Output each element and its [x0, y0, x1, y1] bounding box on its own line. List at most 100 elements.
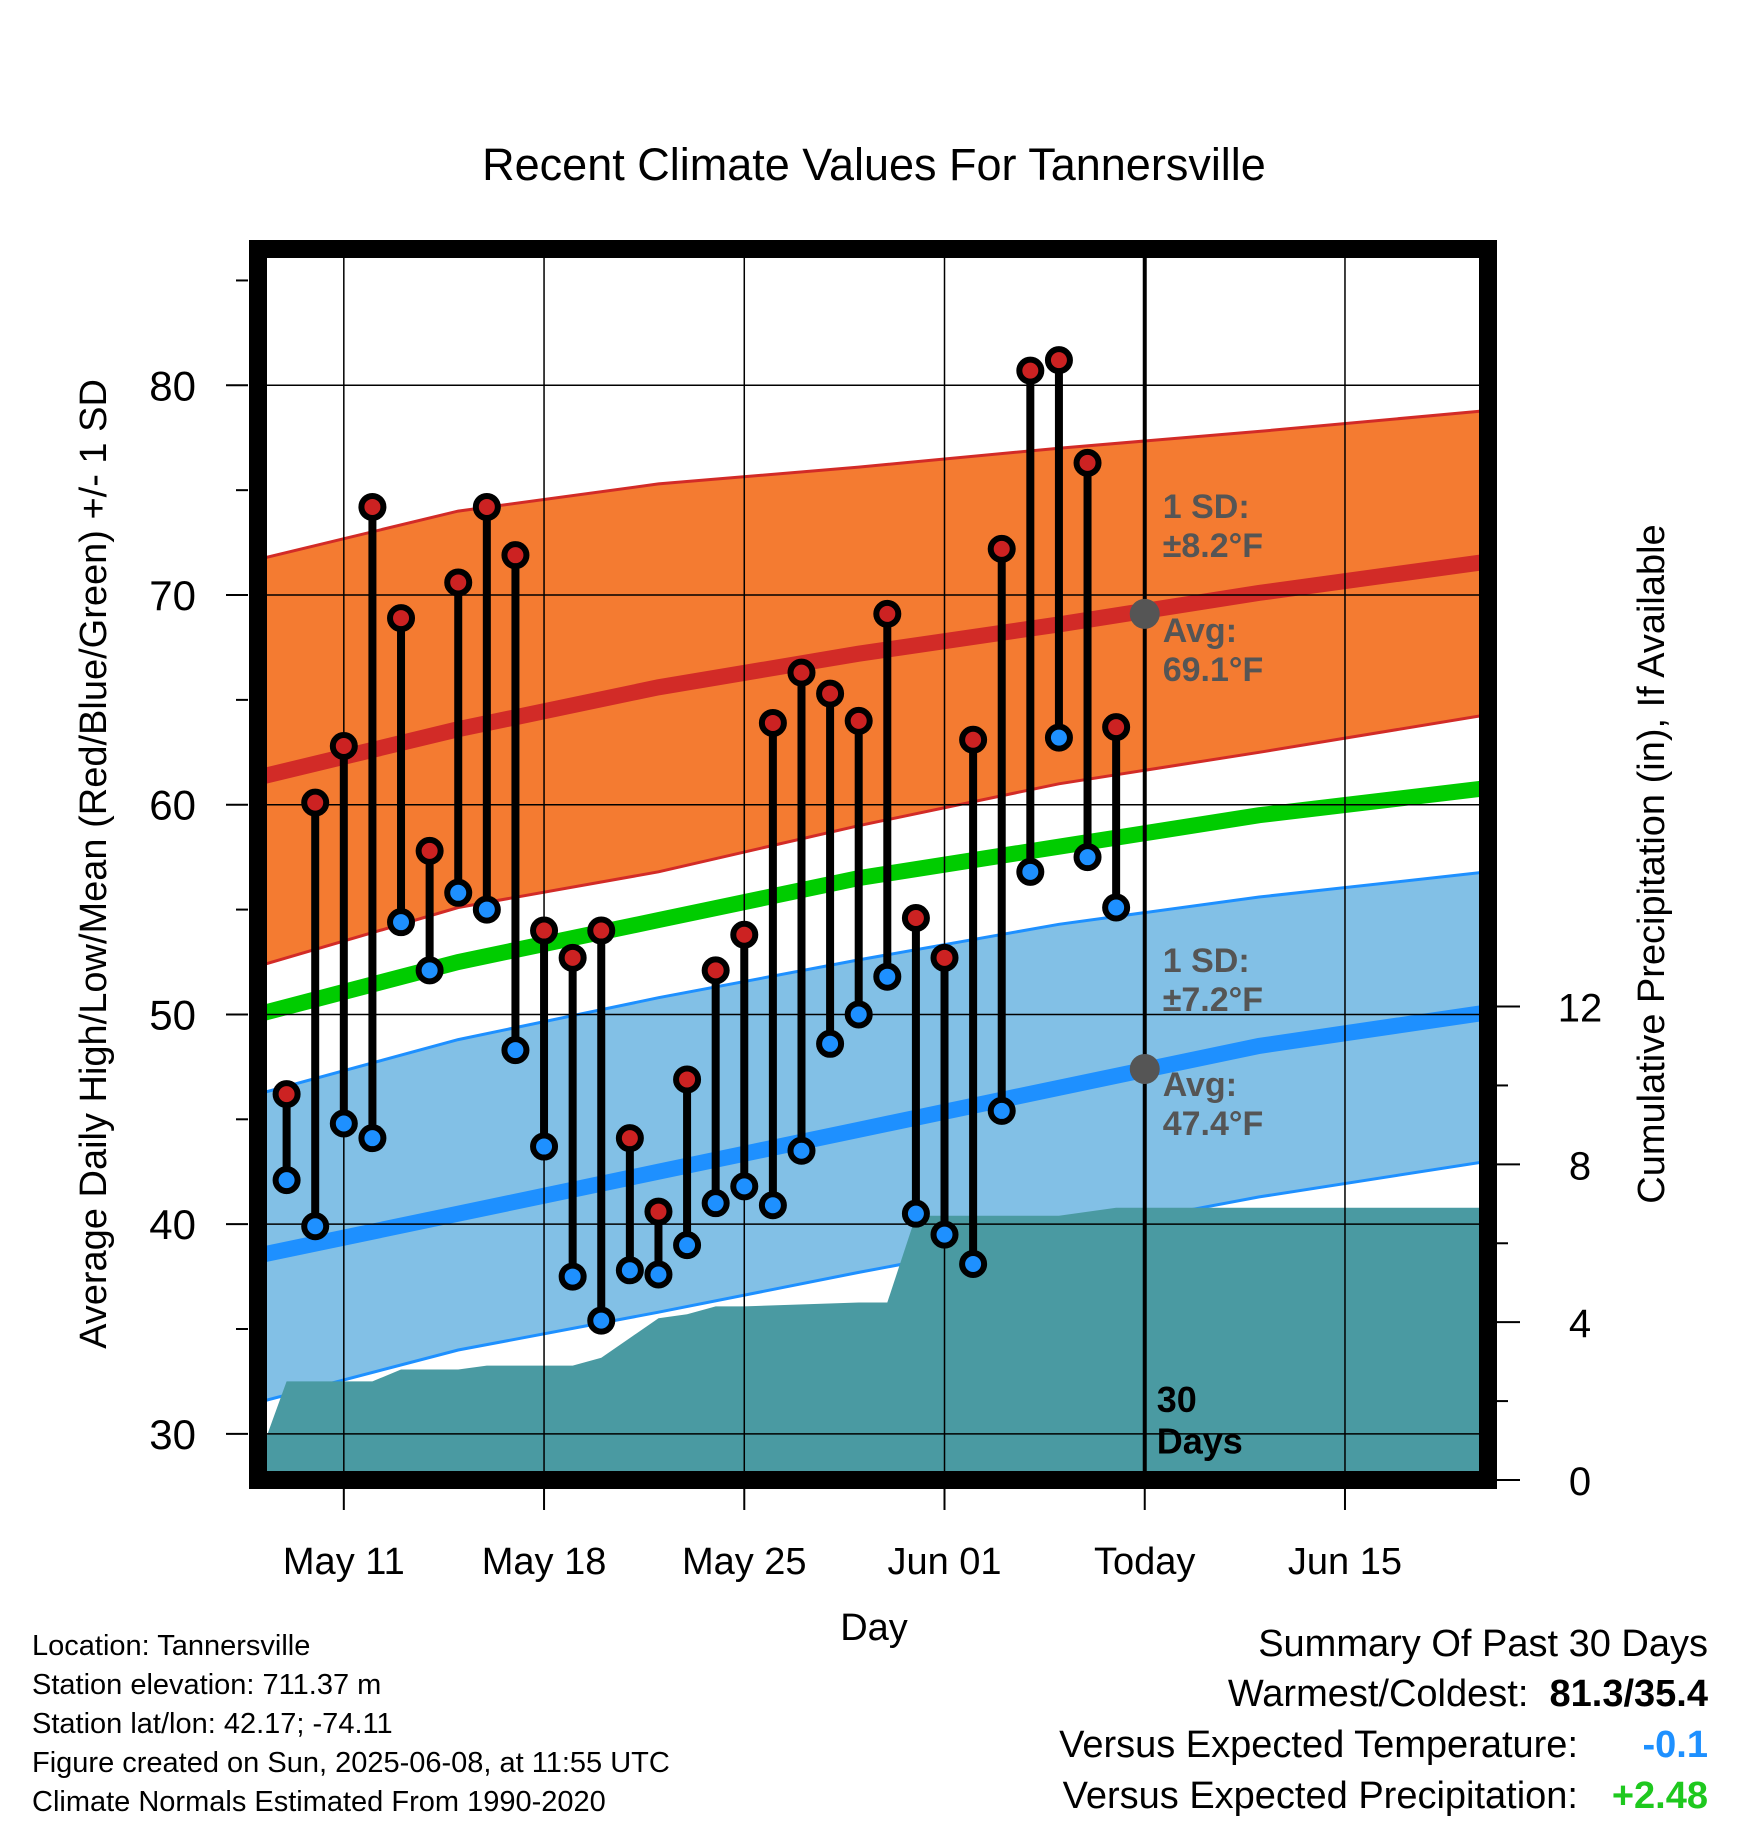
low-marker: [587, 1306, 616, 1335]
high-marker: [615, 1124, 644, 1153]
low-marker: [387, 908, 416, 937]
high-marker: [415, 836, 444, 865]
high-marker: [930, 943, 959, 972]
plot-frame: [249, 240, 1497, 1489]
avg-low-line: [258, 1004, 1488, 1264]
x-tick-label: Jun 15: [1288, 1541, 1402, 1583]
low-marker: [1073, 843, 1102, 872]
high-band-upper-edge: [258, 409, 1488, 561]
low-marker: [1044, 723, 1073, 752]
low-marker: [358, 1124, 387, 1153]
low-marker: [930, 1220, 959, 1249]
low-marker: [501, 1036, 530, 1065]
y-tick-label: 40: [149, 1201, 196, 1248]
low-marker: [959, 1249, 988, 1278]
y2-tick-label: 0: [1569, 1460, 1591, 1504]
summary-temp-value: -0.1: [1642, 1724, 1708, 1766]
summary-temp: Versus Expected Temperature: -0.1: [1059, 1726, 1708, 1764]
low-marker: [816, 1029, 845, 1058]
summary-warm-cold-label: Warmest/Coldest:: [1227, 1673, 1529, 1715]
high-marker: [501, 541, 530, 570]
x-tick-label: May 11: [283, 1541, 405, 1583]
low-marker: [730, 1172, 759, 1201]
low-marker: [272, 1166, 301, 1195]
high-marker: [816, 679, 845, 708]
high-marker: [987, 534, 1016, 563]
high-marker: [272, 1080, 301, 1109]
low-marker: [644, 1260, 673, 1289]
y-tick-label: 50: [149, 991, 196, 1038]
high-marker: [358, 492, 387, 521]
low-marker: [1016, 857, 1045, 886]
high-marker: [530, 916, 559, 945]
high-marker: [329, 732, 358, 761]
high-marker: [873, 599, 902, 628]
high-marker: [472, 492, 501, 521]
low-marker: [873, 962, 902, 991]
y2-tick-label: 8: [1569, 1144, 1591, 1188]
low-sd-label-line: ±7.2°F: [1163, 981, 1263, 1019]
high-avg-label-line: Avg:: [1163, 612, 1237, 650]
chart-title: Recent Climate Values For Tannersville: [482, 139, 1266, 190]
high-marker: [730, 920, 759, 949]
low-marker: [1102, 893, 1131, 922]
y-axis-title: Average Daily High/Low/Mean (Red/Blue/Gr…: [73, 379, 115, 1349]
summary-temp-label: Versus Expected Temperature:: [1059, 1724, 1578, 1766]
info-latlon: Station lat/lon: 42.17; -74.11: [32, 1708, 393, 1740]
low-marker: [787, 1136, 816, 1165]
x-tick-label: May 18: [482, 1541, 607, 1583]
low-marker: [472, 895, 501, 924]
high-sd-band: [258, 410, 1488, 967]
y2-tick-label: 4: [1569, 1302, 1591, 1346]
summary-precip: Versus Expected Precipitation: +2.48: [1063, 1777, 1708, 1815]
low-marker: [558, 1262, 587, 1291]
high-marker: [444, 568, 473, 597]
high-marker: [587, 916, 616, 945]
y-tick-label: 60: [149, 782, 196, 829]
high-marker: [387, 604, 416, 633]
high-sd-label-line: 1 SD:: [1163, 488, 1250, 526]
today-days-label: 30 Days: [1157, 1379, 1243, 1461]
low-marker: [673, 1231, 702, 1260]
summary-precip-label: Versus Expected Precipitation:: [1062, 1775, 1578, 1817]
precip-area: [258, 1207, 1488, 1480]
low-marker: [444, 878, 473, 907]
summary-title-text: Summary Of Past 30 Days: [1258, 1623, 1708, 1665]
y2-tick-label: 12: [1558, 987, 1603, 1031]
high-sd-label: 1 SD: ±8.2°F: [1163, 488, 1263, 565]
low-marker: [844, 1000, 873, 1029]
y-tick-label: 70: [149, 572, 196, 619]
low-marker: [530, 1132, 559, 1161]
info-elevation: Station elevation: 711.37 m: [32, 1669, 382, 1701]
low-marker: [901, 1199, 930, 1228]
low-marker: [301, 1212, 330, 1241]
low-avg-label-line: 47.4°F: [1163, 1105, 1264, 1143]
info-created: Figure created on Sun, 2025-06-08, at 11…: [32, 1747, 670, 1779]
info-location: Location: Tannersville: [32, 1630, 311, 1662]
high-sd-label-line: ±8.2°F: [1163, 527, 1263, 565]
summary-precip-value: +2.48: [1611, 1775, 1708, 1817]
y2-axis-title: Cumulative Precipitation (in), If Availa…: [1631, 524, 1673, 1203]
high-marker: [558, 943, 587, 972]
low-band-lower-edge: [258, 1159, 1488, 1404]
high-marker: [758, 708, 787, 737]
low-sd-label-line: 1 SD:: [1163, 942, 1250, 980]
low-marker: [415, 956, 444, 985]
summary-warm-cold-value: 81.3/35.4: [1549, 1673, 1708, 1715]
low-sd-label: 1 SD: ±7.2°F: [1163, 942, 1263, 1019]
high-marker: [901, 903, 930, 932]
high-marker: [1073, 448, 1102, 477]
low-marker: [758, 1191, 787, 1220]
today-days-label-line: Days: [1157, 1420, 1243, 1461]
today-high-avg-dot: [1129, 598, 1160, 629]
y-tick-label: 80: [149, 362, 196, 409]
high-marker: [701, 956, 730, 985]
low-marker: [615, 1256, 644, 1285]
plot-area: [258, 249, 1488, 1480]
info-normals: Climate Normals Estimated From 1990-2020: [32, 1786, 606, 1818]
today-days-label-line: 30: [1157, 1379, 1197, 1420]
x-axis-title: Day: [840, 1607, 908, 1649]
summary-warm-cold: Warmest/Coldest: 81.3/35.4: [1228, 1675, 1708, 1713]
high-avg-label-line: 69.1°F: [1163, 651, 1264, 689]
high-marker: [1044, 346, 1073, 375]
